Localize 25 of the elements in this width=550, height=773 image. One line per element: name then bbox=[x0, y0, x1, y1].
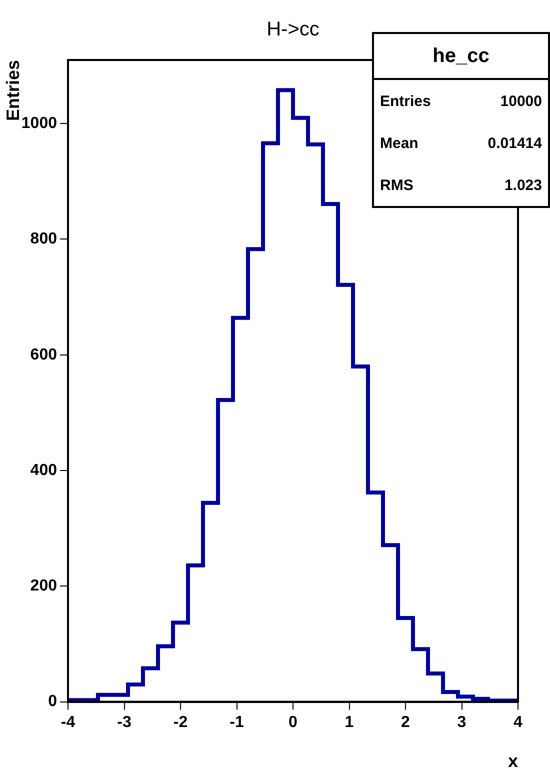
annotation: Mean bbox=[380, 134, 418, 152]
x-tick-label: -4 bbox=[60, 714, 76, 731]
annotation: Entries bbox=[380, 92, 431, 110]
y-tick-label: 600 bbox=[30, 346, 58, 364]
annotation: 1.023 bbox=[504, 176, 542, 194]
y-tick-label: 0 bbox=[48, 693, 58, 710]
annotation: RMS bbox=[380, 176, 414, 194]
y-tick-label: 1000 bbox=[21, 115, 58, 132]
x-axis-title: x bbox=[508, 750, 518, 771]
y-tick-label: 200 bbox=[30, 578, 58, 595]
y-axis-title: Entries bbox=[2, 60, 23, 122]
x-tick-label: -1 bbox=[230, 714, 244, 731]
x-tick-label: 1 bbox=[344, 714, 354, 731]
y-tick-label: 800 bbox=[30, 230, 58, 248]
chart-title: H->cc bbox=[266, 18, 320, 41]
annotation: he_cc bbox=[374, 34, 548, 80]
x-tick-label: 4 bbox=[514, 714, 523, 731]
x-tick-label: -3 bbox=[117, 714, 132, 731]
y-tick-label: 400 bbox=[30, 462, 58, 479]
x-tick-label: 0 bbox=[288, 714, 298, 731]
x-tick-label: 2 bbox=[401, 714, 410, 731]
annotation: 10000 bbox=[500, 92, 542, 110]
x-tick-label: 3 bbox=[457, 714, 466, 731]
x-tick-label: -2 bbox=[173, 714, 188, 731]
annotation: 0.01414 bbox=[488, 134, 542, 152]
